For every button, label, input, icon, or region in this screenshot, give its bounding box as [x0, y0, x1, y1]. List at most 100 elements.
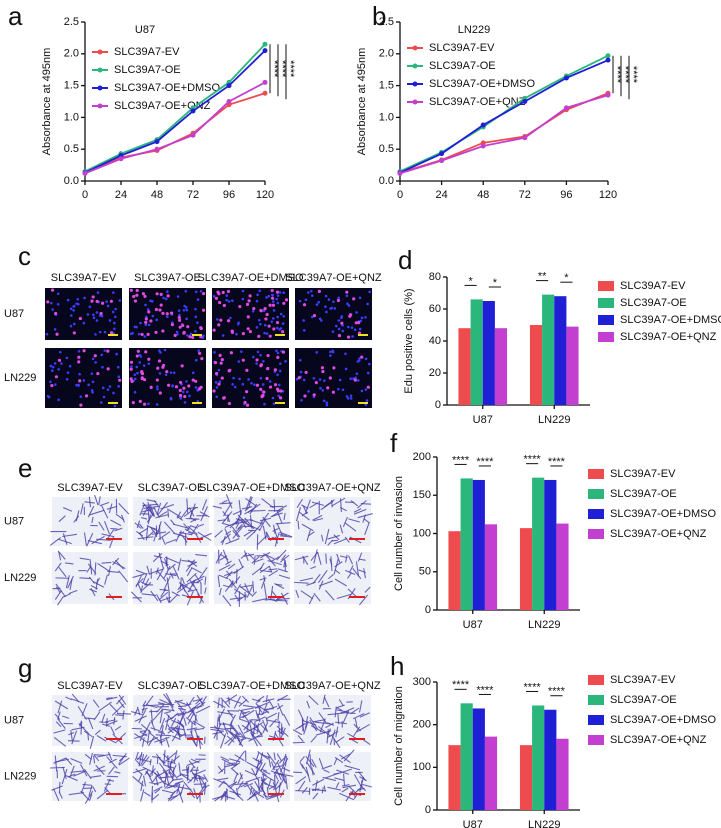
nucleus: [200, 356, 204, 361]
nucleus: [245, 368, 249, 372]
cell: [339, 506, 347, 512]
cell: [347, 555, 353, 565]
cell: [187, 506, 198, 510]
cell: [163, 749, 166, 766]
cell: [354, 718, 358, 729]
nucleus: [194, 330, 197, 333]
cell: [95, 578, 99, 590]
nucleus: [51, 365, 55, 369]
nucleus: [259, 322, 262, 326]
cell: [285, 775, 288, 790]
nucleus: [102, 395, 106, 399]
cell: [136, 706, 141, 716]
cell: [165, 715, 170, 731]
cell: [212, 505, 223, 509]
cell: [196, 735, 203, 746]
scale-bar: [108, 402, 118, 404]
cell: [53, 729, 66, 734]
x-tick-label: 0: [82, 189, 88, 201]
y-tick-label: 150: [413, 489, 431, 501]
nucleus: [270, 296, 275, 300]
cell: [163, 693, 172, 705]
cell: [70, 757, 83, 764]
nucleus: [241, 358, 245, 362]
cell: [108, 758, 117, 764]
cell: [54, 700, 69, 710]
row-label: U87: [4, 714, 24, 726]
cell: [235, 788, 239, 797]
nucleus: [114, 307, 117, 311]
cell: [196, 701, 206, 710]
cell: [71, 730, 78, 745]
cell: [270, 761, 276, 771]
cell: [199, 511, 210, 518]
nucleus: [147, 310, 151, 314]
y-tick-label: 2.5: [64, 16, 79, 28]
cell: [53, 737, 67, 747]
cell: [118, 694, 127, 705]
nucleus: [184, 306, 188, 309]
cell: [267, 699, 275, 709]
nucleus: [185, 308, 189, 312]
cell: [92, 581, 105, 588]
cell: [159, 709, 163, 724]
cell: [151, 765, 154, 776]
cell: [132, 573, 145, 579]
nucleus: [57, 398, 60, 402]
nucleus: [319, 386, 322, 390]
cell: [88, 785, 93, 797]
nucleus: [158, 308, 162, 312]
scale-bar: [187, 596, 203, 598]
significance-label: ****: [452, 679, 470, 691]
cell: [243, 529, 254, 537]
nucleus: [242, 396, 246, 399]
cell: [248, 733, 263, 742]
nucleus: [156, 366, 160, 370]
nucleus: [272, 309, 276, 312]
nucleus: [331, 350, 335, 354]
cell: [231, 768, 239, 776]
cell: [276, 725, 289, 737]
bar: [532, 477, 545, 610]
nucleus: [56, 302, 60, 306]
cell: [310, 735, 317, 743]
nucleus: [109, 299, 113, 303]
nucleus: [92, 313, 95, 317]
cell: [246, 720, 250, 732]
cell: [276, 753, 282, 761]
cell: [144, 721, 151, 734]
cell: [341, 784, 350, 787]
cell: [177, 558, 182, 571]
cell: [181, 577, 185, 585]
nucleus: [337, 327, 341, 331]
cell: [142, 572, 148, 584]
cell: [193, 714, 197, 725]
cell: [198, 754, 206, 756]
nucleus: [265, 332, 269, 335]
cell: [189, 579, 194, 587]
cell: [158, 591, 169, 601]
cell: [234, 782, 249, 786]
legend-label: SLC39A7-OE+DMSO: [610, 508, 717, 520]
nucleus: [196, 298, 200, 301]
cell: [141, 737, 145, 747]
nucleus: [58, 350, 62, 354]
cell: [183, 781, 194, 794]
scale-bar: [358, 402, 368, 404]
nucleus: [198, 351, 202, 355]
y-tick-label: 50: [419, 566, 431, 578]
cell: [182, 724, 187, 739]
cell: [152, 756, 161, 759]
cell: [138, 532, 145, 541]
cell: [170, 726, 185, 731]
cell: [262, 793, 269, 799]
series-line: [84, 43, 266, 173]
nucleus: [282, 301, 286, 305]
cell: [243, 725, 259, 734]
panel-letter: c: [18, 241, 31, 271]
nucleus: [166, 315, 169, 319]
x-tick-label: LN229: [528, 619, 560, 631]
bar: [556, 738, 569, 810]
bar: [544, 479, 557, 610]
row-label: LN229: [4, 572, 36, 584]
